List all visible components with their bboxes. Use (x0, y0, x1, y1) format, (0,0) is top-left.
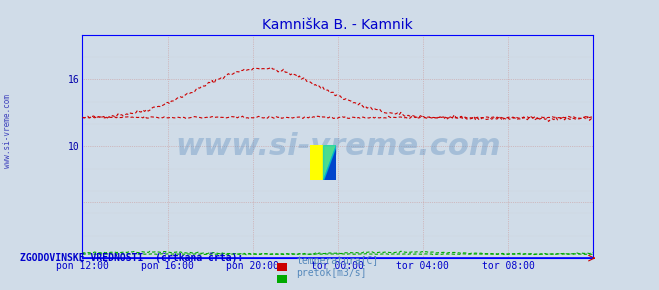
Polygon shape (323, 145, 336, 180)
Text: www.si-vreme.com: www.si-vreme.com (175, 132, 501, 161)
Text: www.si-vreme.com: www.si-vreme.com (3, 93, 13, 168)
Text: temperatura[C]: temperatura[C] (297, 256, 379, 266)
Text: ZGODOVINSKE VREDNOSTI  (črtkana črta):: ZGODOVINSKE VREDNOSTI (črtkana črta): (20, 253, 243, 263)
Title: Kamniška B. - Kamnik: Kamniška B. - Kamnik (262, 18, 413, 32)
Polygon shape (323, 145, 336, 180)
Text: pretok[m3/s]: pretok[m3/s] (297, 267, 367, 278)
